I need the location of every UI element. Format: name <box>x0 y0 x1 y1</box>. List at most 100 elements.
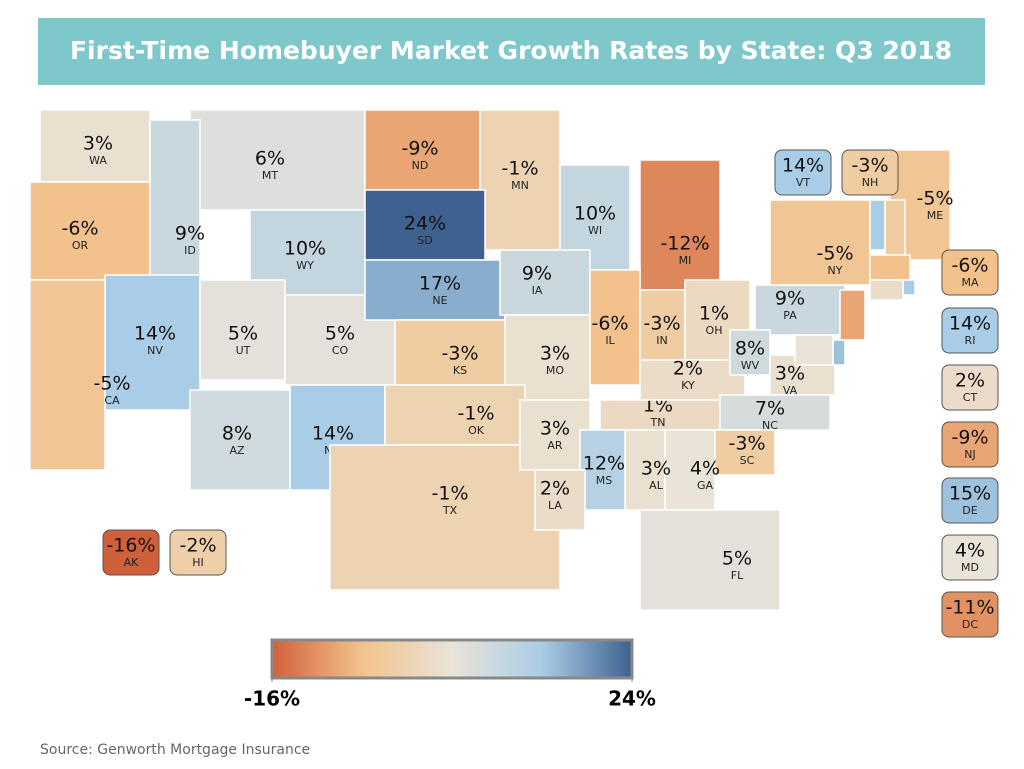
value-label: -3% <box>852 155 889 177</box>
state-abbr: ID <box>184 244 196 257</box>
value-label: 3% <box>540 343 570 365</box>
value-label: 14% <box>312 423 354 445</box>
state <box>639 289 686 371</box>
value-label: 6% <box>255 148 285 170</box>
state <box>869 254 911 281</box>
state-abbr: DC <box>962 618 978 631</box>
state <box>104 274 201 411</box>
value-label: -12% <box>660 233 709 255</box>
state-abbr: ME <box>927 209 943 222</box>
value-label: -3% <box>644 313 681 335</box>
value-label: -6% <box>592 313 629 335</box>
state-abbr: CT <box>963 391 978 404</box>
state <box>664 429 716 511</box>
inset-box <box>102 529 160 576</box>
value-label: 14% <box>782 155 824 177</box>
states: 3%WA 6%MT-9%ND -1%MN-6%OR9%ID 10%WY24%SD10%… <box>29 109 999 638</box>
inset-box <box>941 249 999 296</box>
colorbar <box>270 638 634 680</box>
source: Source: Genworth Mortgage Insurance <box>40 742 310 758</box>
state-abbr: OK <box>468 424 485 437</box>
state-abbr: MS <box>596 474 612 487</box>
inset-box <box>941 364 999 411</box>
state <box>39 109 151 183</box>
value-label: 15% <box>949 483 991 505</box>
state <box>839 289 866 341</box>
state <box>832 339 846 366</box>
value-label: 3% <box>83 133 113 155</box>
state-abbr: CA <box>104 394 120 407</box>
value-label: -3% <box>729 433 766 455</box>
state-abbr: UT <box>236 344 251 357</box>
state-abbr: IN <box>656 334 667 347</box>
value-label: 9% <box>522 263 552 285</box>
colorbar-label: 24% <box>608 687 656 711</box>
state-abbr: MN <box>511 179 529 192</box>
state-abbr: TX <box>442 504 458 517</box>
inset-box <box>941 534 999 581</box>
value-label: 3% <box>641 458 671 480</box>
value-label: -5% <box>917 188 954 210</box>
value-label: -3% <box>442 343 479 365</box>
value-label: 10% <box>574 203 616 225</box>
state-abbr: CO <box>332 344 349 357</box>
state-abbr: ND <box>412 159 429 172</box>
inset-box <box>941 421 999 468</box>
value-label: 8% <box>222 423 252 445</box>
state <box>364 259 506 321</box>
state <box>384 384 526 446</box>
value-label: -9% <box>402 138 439 160</box>
state <box>639 359 746 401</box>
state-abbr: IL <box>605 334 615 347</box>
value-label: 4% <box>955 540 985 562</box>
value-label: 24% <box>404 213 446 235</box>
state <box>364 109 481 191</box>
state-abbr: HI <box>192 556 204 569</box>
inset-box <box>774 149 832 196</box>
value-label: -6% <box>952 255 989 277</box>
state-abbr: AL <box>649 479 664 492</box>
state-abbr: PA <box>783 309 797 322</box>
state-abbr: RI <box>965 334 976 347</box>
state-abbr: GA <box>697 479 714 492</box>
state <box>794 334 834 366</box>
value-label: -1% <box>458 403 495 425</box>
value-label: 2% <box>673 358 703 380</box>
value-label: 3% <box>540 418 570 440</box>
value-label: 3% <box>775 363 805 385</box>
state-abbr: AR <box>547 439 563 452</box>
state-abbr: NV <box>147 344 163 357</box>
value-label: 12% <box>583 453 625 475</box>
value-label: -2% <box>180 535 217 557</box>
state-abbr: AZ <box>229 444 245 457</box>
value-label: 14% <box>949 313 991 335</box>
state <box>189 389 291 491</box>
state-abbr: OH <box>706 324 723 337</box>
state-abbr: MI <box>679 254 692 267</box>
value-label: 14% <box>134 323 176 345</box>
state-abbr: VA <box>783 384 798 397</box>
inset-box <box>841 149 899 196</box>
state-abbr: KY <box>681 379 695 392</box>
value-label: 9% <box>175 223 205 245</box>
value-label: 7% <box>755 398 785 420</box>
state-abbr: SC <box>740 454 755 467</box>
value-label: 2% <box>955 370 985 392</box>
state-abbr: FL <box>731 569 744 582</box>
inset-box <box>941 307 999 354</box>
state <box>884 199 906 256</box>
state <box>499 249 591 316</box>
state <box>769 199 871 286</box>
state-abbr: SD <box>417 234 432 247</box>
value-label: -6% <box>62 218 99 240</box>
value-label: -9% <box>952 427 989 449</box>
title-banner <box>38 18 985 85</box>
value-label: 17% <box>419 273 461 295</box>
state-abbr: NH <box>862 176 879 189</box>
state-abbr: MO <box>546 364 564 377</box>
value-label: 5% <box>722 548 752 570</box>
value-label: 8% <box>735 338 765 360</box>
state <box>589 269 641 386</box>
state <box>624 429 666 511</box>
